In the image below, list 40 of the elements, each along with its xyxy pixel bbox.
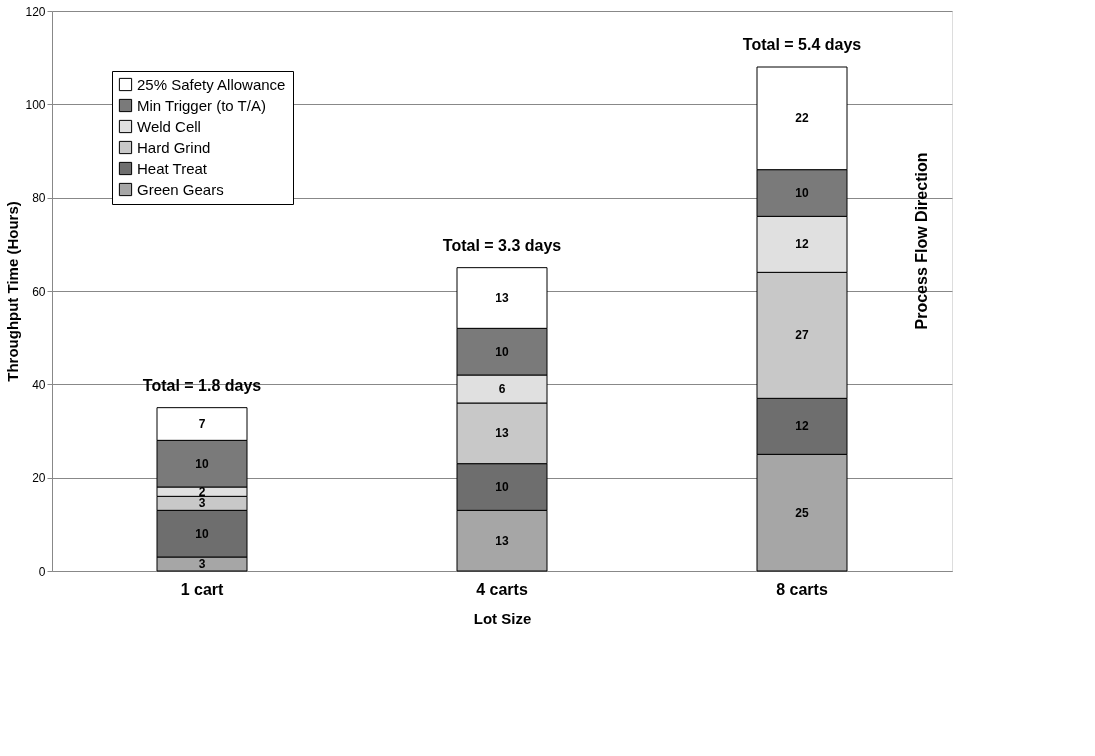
data-label: 22 — [795, 111, 809, 126]
data-label: 12 — [795, 237, 809, 252]
legend-label: Min Trigger (to T/A) — [137, 96, 266, 114]
data-label: 27 — [795, 328, 809, 343]
data-label: 10 — [795, 186, 809, 200]
data-label: 6 — [498, 382, 506, 396]
y-tick-label: 60 — [32, 284, 46, 299]
x-axis-title: Lot Size — [473, 609, 532, 627]
data-label: 10 — [495, 480, 509, 494]
data-label: 13 — [495, 533, 509, 548]
x-tick-label: 1 cart — [180, 580, 225, 598]
annotation: Total = 3.3 days — [442, 236, 562, 254]
annotation: Total = 1.8 days — [142, 376, 262, 394]
annotation: Total = 5.4 days — [742, 36, 862, 53]
y-tick-label: 100 — [25, 97, 46, 112]
y-axis-title: Throughput Time (Hours) — [4, 201, 22, 382]
data-label: 13 — [495, 291, 509, 305]
legend-label: Heat Treat — [137, 159, 208, 177]
y-tick-label: 40 — [32, 377, 46, 392]
y-tick-label: 0 — [38, 564, 46, 579]
annotation: Process Flow Direction — [913, 152, 930, 330]
y-tick-label: 20 — [32, 471, 46, 486]
data-label: 7 — [198, 417, 206, 431]
y-tick-label: 120 — [25, 4, 46, 19]
y-tick-label: 80 — [32, 191, 46, 206]
x-tick-label: 8 carts — [776, 580, 828, 598]
data-label: 13 — [495, 426, 509, 441]
data-label: 12 — [795, 419, 809, 434]
data-label: 10 — [195, 456, 209, 471]
data-label: 25 — [795, 505, 809, 520]
legend-label: Green Gears — [137, 180, 224, 198]
data-label: 10 — [495, 344, 509, 359]
data-label: 2 — [198, 484, 206, 499]
data-label: 3 — [198, 496, 206, 511]
data-label: 10 — [195, 526, 209, 541]
legend-label: Hard Grind — [137, 138, 211, 156]
legend-label: 25% Safety Allowance — [137, 75, 286, 93]
data-label: 3 — [198, 557, 206, 571]
x-tick-label: 4 carts — [476, 580, 528, 598]
legend-label: Weld Cell — [137, 117, 201, 135]
